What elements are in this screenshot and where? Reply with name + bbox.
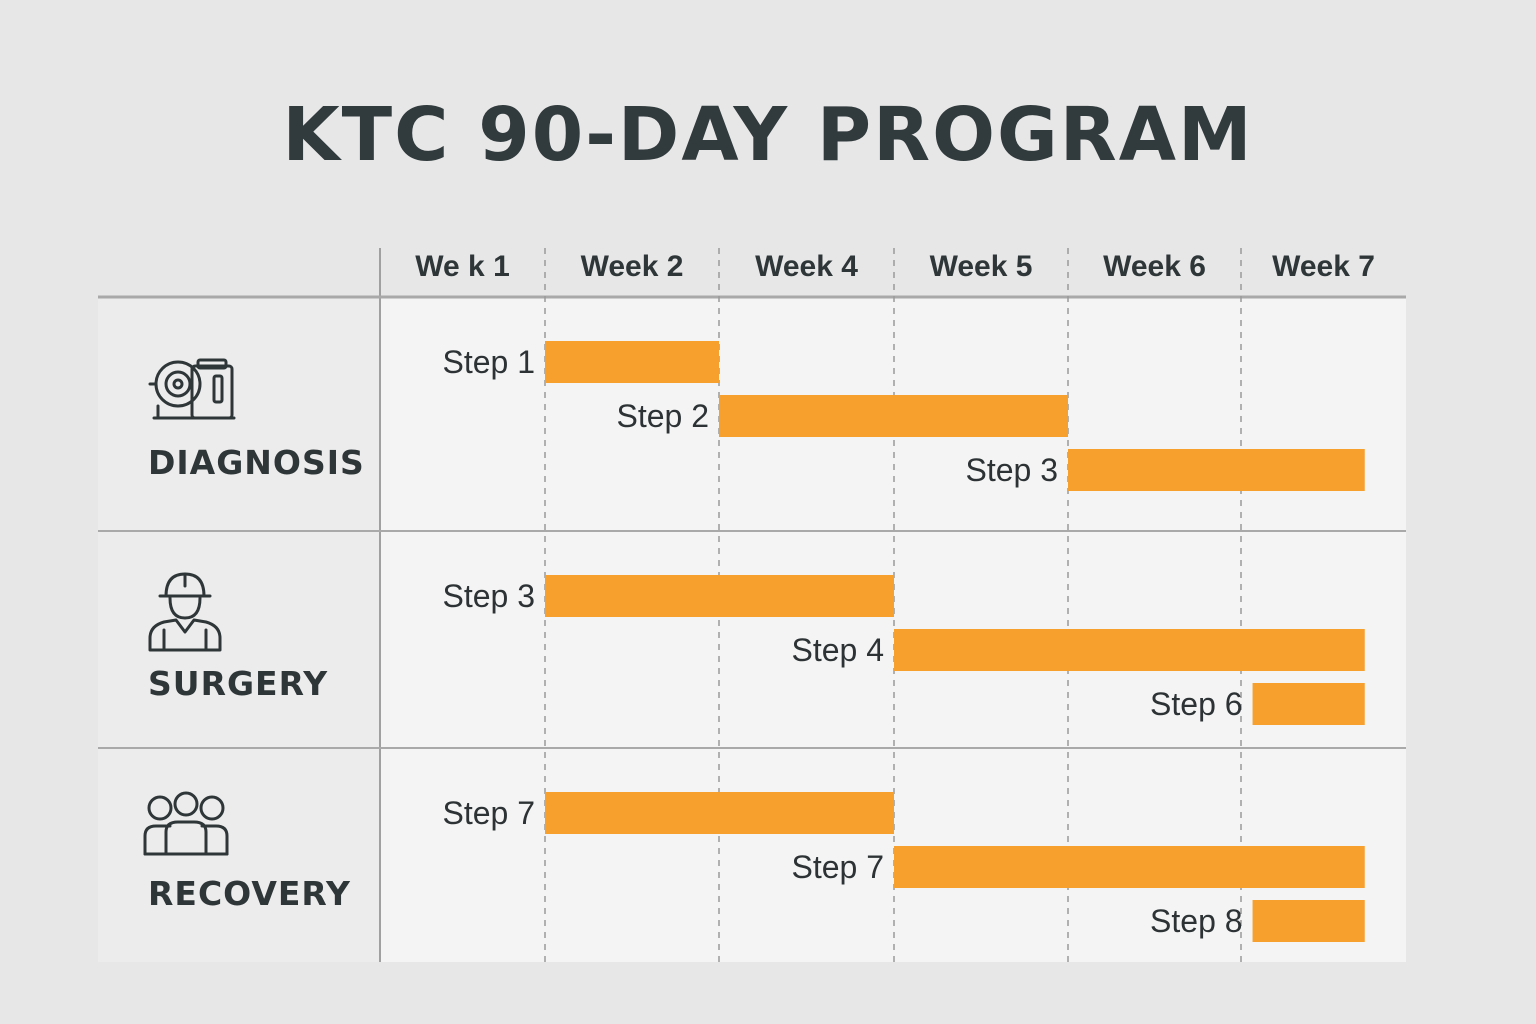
bar-diagnosis-1 <box>545 341 719 383</box>
bar-recovery-1 <box>545 792 894 834</box>
people-group-icon <box>143 791 229 856</box>
chart-title: KTC 90-DAY PROGRAM <box>282 92 1254 178</box>
bar-surgery-2 <box>894 629 1365 671</box>
category-column <box>98 297 380 962</box>
step-label-diagnosis-2: Step 2 <box>616 398 709 434</box>
surgeon-icon <box>148 572 222 652</box>
bar-diagnosis-2 <box>719 395 1068 437</box>
machine-icon <box>148 358 236 420</box>
week-header-1: We k 1 <box>415 250 510 283</box>
bar-surgery-3 <box>1252 683 1365 725</box>
step-label-surgery-1: Step 3 <box>442 578 535 614</box>
category-label-diagnosis: DIAGNOSIS <box>148 443 365 482</box>
week-header-5: Week 6 <box>1103 250 1206 283</box>
step-label-diagnosis-1: Step 1 <box>442 344 535 380</box>
step-label-surgery-3: Step 6 <box>1150 686 1243 722</box>
category-label-recovery: RECOVERY <box>148 874 351 913</box>
bar-diagnosis-3 <box>1068 449 1365 491</box>
step-label-recovery-3: Step 8 <box>1150 903 1243 939</box>
week-header-6: Week 7 <box>1272 250 1375 283</box>
step-label-recovery-2: Step 7 <box>791 849 884 885</box>
bar-recovery-3 <box>1252 900 1365 942</box>
bar-recovery-2 <box>894 846 1365 888</box>
week-header-4: Week 5 <box>930 250 1033 283</box>
step-label-diagnosis-3: Step 3 <box>965 452 1058 488</box>
week-header-2: Week 2 <box>581 250 684 283</box>
category-label-surgery: SURGERY <box>148 664 328 703</box>
step-label-recovery-1: Step 7 <box>442 795 535 831</box>
bar-surgery-1 <box>545 575 894 617</box>
week-header-3: Week 4 <box>755 250 858 283</box>
step-label-surgery-2: Step 4 <box>791 632 884 668</box>
